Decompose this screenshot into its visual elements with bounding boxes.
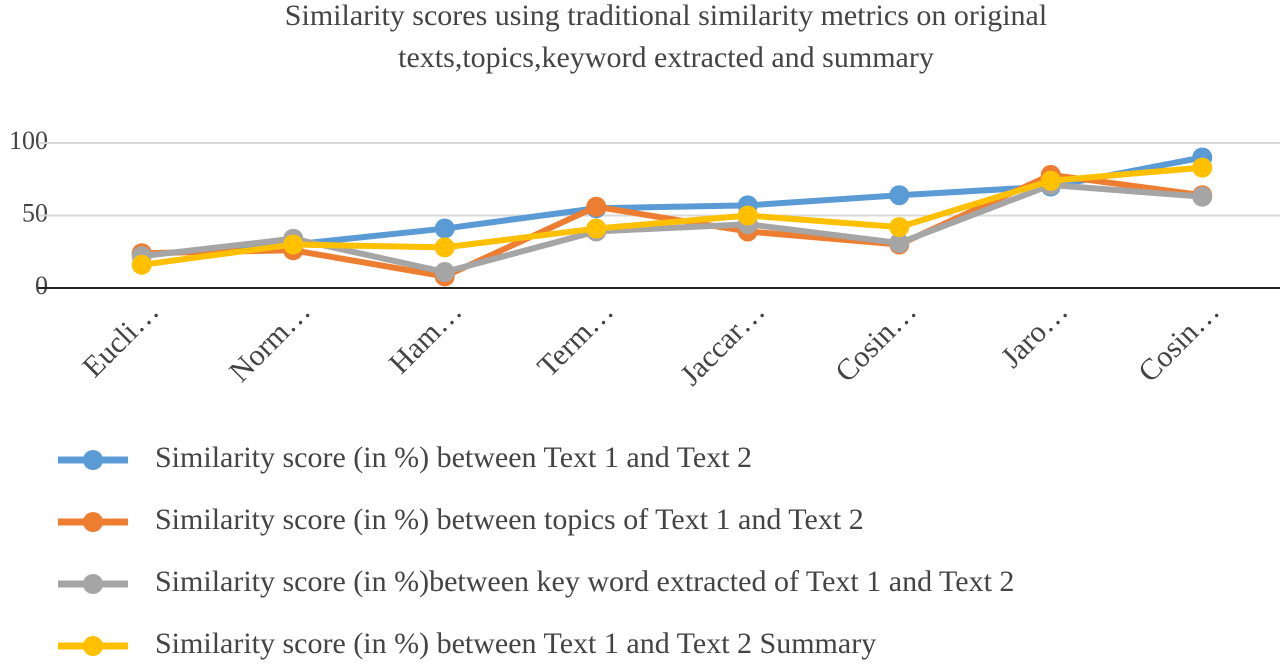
- point: [434, 218, 455, 239]
- legend-label: Similarity score (in %) between Text 1 a…: [155, 441, 752, 474]
- x-tick-label: Norm…: [223, 294, 317, 388]
- point: [889, 217, 910, 238]
- point: [283, 234, 304, 255]
- chart-title: Similarity scores using traditional simi…: [285, 0, 1047, 32]
- point: [1192, 157, 1213, 178]
- y-tick-label: 100: [9, 126, 48, 155]
- point: [586, 196, 607, 217]
- legend-label: Similarity score (in %) between Text 1 a…: [155, 627, 876, 660]
- x-tick-label: Cosin…: [829, 294, 923, 388]
- point: [737, 205, 758, 226]
- legend-marker: [83, 450, 103, 470]
- legend-marker: [83, 636, 103, 656]
- x-tick-label: Ham…: [383, 294, 469, 380]
- x-tick-label: Jaro…: [995, 294, 1075, 374]
- legend-label: Similarity score (in %)between key word …: [155, 565, 1014, 598]
- point: [1040, 170, 1061, 191]
- point: [586, 218, 607, 239]
- series-line: [141, 182, 1203, 276]
- x-tick-label: Cosin…: [1132, 294, 1226, 388]
- y-tick-label: 50: [22, 198, 48, 227]
- point: [434, 237, 455, 258]
- x-tick-label: Jaccar…: [674, 294, 772, 392]
- series-line: [141, 164, 1203, 268]
- point: [131, 254, 152, 275]
- x-tick-label: Eucli…: [76, 294, 165, 383]
- point: [434, 262, 455, 283]
- legend-marker: [83, 574, 103, 594]
- point: [889, 185, 910, 206]
- y-tick-label: 0: [35, 271, 48, 300]
- legend-marker: [83, 512, 103, 532]
- point: [889, 233, 910, 254]
- legend-label: Similarity score (in %) between topics o…: [155, 503, 864, 536]
- point: [1192, 186, 1213, 207]
- x-tick-label: Term…: [531, 294, 620, 383]
- chart-title: texts,topics,keyword extracted and summa…: [398, 41, 934, 74]
